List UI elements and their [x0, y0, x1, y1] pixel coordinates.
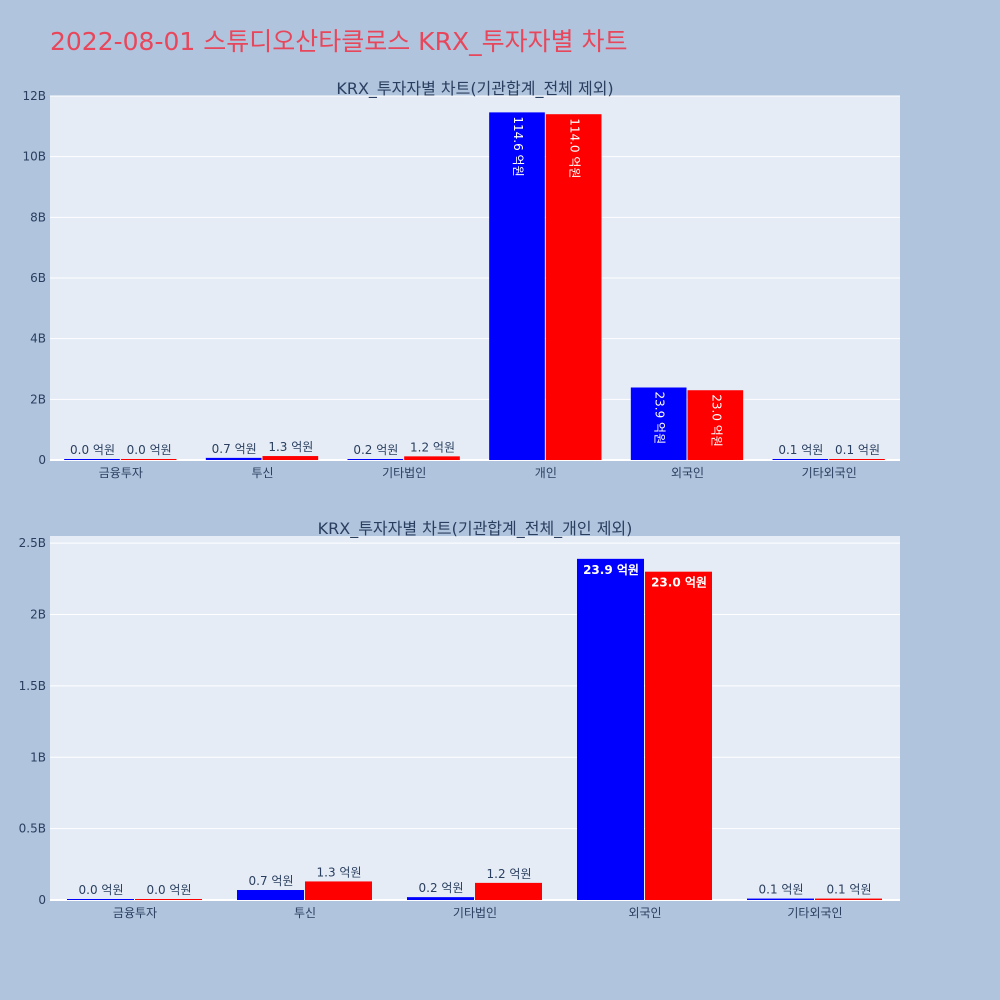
chart2-data-label: 0.1 억원	[827, 883, 872, 897]
chart1-data-label: 1.3 억원	[268, 440, 313, 454]
chart1-bar	[829, 459, 885, 460]
chart2-bar	[815, 898, 882, 900]
chart1-data-label: 0.0 억원	[127, 443, 172, 457]
chart2-bar	[305, 881, 372, 900]
chart2-ytick-label: 0	[38, 893, 46, 907]
chart2-xtick-label: 기타법인	[453, 906, 497, 920]
chart2-xtick-label: 외국인	[628, 906, 661, 920]
chart1-ytick-label: 8B	[30, 210, 46, 224]
chart2-data-label: 0.2 억원	[419, 881, 464, 895]
chart1-bar	[404, 456, 460, 460]
chart-top: 0 2B 4B 6B 8B 10B 12B KRX_투자자별 차트(기관합계_전체 제외) 금융…	[0, 70, 1000, 490]
chart1-data-label: 114.0 억원	[568, 118, 582, 178]
chart1-bar	[630, 387, 687, 460]
chart1-ytick-label: 0	[38, 453, 46, 467]
chart1-data-label: 114.6 억원	[511, 116, 525, 176]
chart2-bar	[577, 558, 644, 900]
chart1-data-label: 0.1 억원	[835, 443, 880, 457]
chart2-bar	[67, 899, 134, 900]
chart2-bar	[237, 890, 304, 900]
chart2-bar	[747, 898, 814, 900]
chart-bottom-svg: 0 0.5B 1B 1.5B 2B 2.5B KRX_투자자별 차트(기관합계_전체_개인 …	[19, 519, 900, 920]
chart1-xtick-label: 기타외국인	[802, 466, 857, 480]
chart2-ytick-label: 2B	[30, 608, 46, 622]
chart2-ytick-label: 2.5B	[19, 536, 46, 550]
chart2-data-label: 23.0 억원	[651, 576, 707, 590]
chart1-data-label: 0.0 억원	[70, 443, 115, 457]
chart2-xtick-label: 기타외국인	[787, 906, 842, 920]
chart2-bar	[645, 571, 712, 900]
chart1-bar	[262, 456, 319, 460]
chart1-data-label: 0.7 억원	[212, 442, 257, 456]
chart2-bar	[475, 882, 542, 900]
chart1-bar	[64, 459, 120, 460]
chart-bottom: 0 0.5B 1B 1.5B 2B 2.5B KRX_투자자별 차트(기관합계_전체_개인 …	[0, 510, 1000, 930]
chart1-bar	[120, 459, 177, 460]
chart1-ytick-label: 4B	[30, 332, 46, 346]
chart2-ytick-label: 1.5B	[19, 679, 46, 693]
chart2-bar	[135, 899, 202, 900]
chart-top-svg: 0 2B 4B 6B 8B 10B 12B KRX_투자자별 차트(기관합계_전체 제외) 금융…	[22, 79, 900, 480]
chart1-xtick-label: 기타법인	[382, 466, 426, 480]
chart2-data-label: 0.7 억원	[249, 874, 294, 888]
chart2-plot-area	[50, 536, 900, 900]
chart1-data-label: 0.2 억원	[353, 443, 398, 457]
chart2-data-label: 0.1 억원	[759, 883, 804, 897]
chart2-bar	[407, 897, 474, 900]
chart2-xtick-label: 투신	[294, 906, 316, 920]
chart2-title: KRX_투자자별 차트(기관합계_전체_개인 제외)	[318, 519, 633, 539]
chart2-data-label: 1.2 억원	[487, 867, 532, 881]
chart1-bar	[687, 390, 744, 460]
chart2-xtick-label: 금융투자	[113, 906, 157, 920]
main-title: 2022-08-01 스튜디오산타클로스 KRX_투자자별 차트	[50, 27, 628, 56]
chart1-data-label: 0.1 억원	[778, 443, 823, 457]
chart1-data-label: 23.9 억원	[653, 392, 667, 445]
chart1-ytick-label: 6B	[30, 271, 46, 285]
chart1-ytick-label: 2B	[30, 392, 46, 406]
chart1-xtick-label: 투신	[251, 466, 273, 480]
chart1-bar	[772, 459, 829, 460]
chart1-xtick-label: 개인	[535, 466, 557, 480]
chart1-ytick-label: 12B	[22, 89, 46, 103]
chart1-xtick-label: 금융투자	[99, 466, 143, 480]
chart1-xtick-label: 외국인	[671, 466, 704, 480]
chart1-bar	[489, 112, 545, 460]
chart1-bar	[545, 114, 602, 460]
chart1-bar	[347, 459, 404, 460]
chart1-data-label: 23.0 억원	[709, 394, 723, 447]
chart2-ytick-label: 0.5B	[19, 822, 46, 836]
chart2-ytick-label: 1B	[30, 750, 46, 764]
chart2-data-label: 0.0 억원	[147, 883, 192, 897]
chart2-data-label: 1.3 억원	[317, 865, 362, 879]
chart1-ytick-label: 10B	[22, 150, 46, 164]
chart2-data-label: 0.0 억원	[79, 883, 124, 897]
chart1-title: KRX_투자자별 차트(기관합계_전체 제외)	[336, 79, 613, 99]
chart1-data-label: 1.2 억원	[410, 440, 455, 454]
chart1-bar	[205, 457, 262, 460]
chart2-data-label: 23.9 억원	[583, 563, 639, 577]
